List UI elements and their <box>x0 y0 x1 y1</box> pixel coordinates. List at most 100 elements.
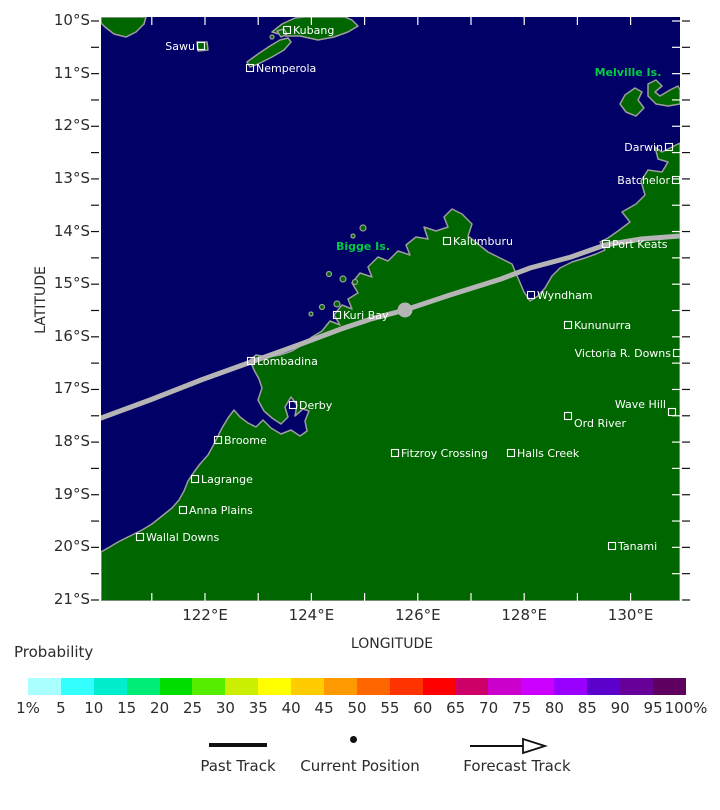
colorbar-tick-label: 60 <box>413 699 433 717</box>
colorbar-tick-label: 95 <box>643 699 663 717</box>
city-label: Derby <box>299 399 333 412</box>
lat-tick-label: 14°S <box>53 221 90 240</box>
past-track-icon <box>209 743 267 747</box>
city-markers: Kubang Sawu Nemperola Darwin Batchelor Kalumb… <box>135 24 680 553</box>
probability-colorbar <box>28 678 686 695</box>
current-position-icon <box>350 736 357 743</box>
islet <box>350 233 356 239</box>
current-position-marker <box>397 302 413 318</box>
colorbar-tick-label: 10 <box>84 699 104 717</box>
colorbar-segment <box>488 678 522 695</box>
city-label: Halls Creek <box>517 447 580 460</box>
city-marker <box>190 474 200 484</box>
colorbar-segment <box>587 678 621 695</box>
colorbar-tick-label: 35 <box>248 699 268 717</box>
colorbar-tick-label: 75 <box>511 699 532 717</box>
city-marker <box>390 448 400 458</box>
city-marker <box>213 435 223 445</box>
city-marker <box>563 411 573 421</box>
colorbar-tick-label: 70 <box>479 699 499 717</box>
city-label: Batchelor <box>617 174 670 187</box>
city-marker <box>282 25 292 35</box>
city-label: Nemperola <box>256 62 316 75</box>
lon-tick-label: 126°E <box>394 606 441 624</box>
landmass-sumba <box>101 17 147 38</box>
colorbar-tick-label: 55 <box>380 699 400 717</box>
city-marker <box>672 348 680 358</box>
city-label: Victoria R. Downs <box>575 347 672 360</box>
city-label: Kuri Bay <box>343 309 389 322</box>
colorbar-title: Probability <box>14 643 94 661</box>
colorbar-tick-label: 85 <box>577 699 597 717</box>
city-label: Wyndham <box>537 289 593 302</box>
islet <box>351 278 359 286</box>
colorbar-segment <box>652 678 686 695</box>
islet <box>318 303 326 311</box>
colorbar-tick-label: 80 <box>544 699 564 717</box>
city-label: Kununurra <box>574 319 631 332</box>
colorbar-segment <box>554 678 588 695</box>
city-marker <box>607 541 617 551</box>
colorbar-tick-label: 40 <box>281 699 301 717</box>
lat-tick-label: 12°S <box>53 116 90 135</box>
city-marker <box>526 290 536 300</box>
city-marker <box>196 41 206 51</box>
lat-tick-label: 13°S <box>53 168 90 187</box>
city-marker <box>442 236 452 246</box>
colorbar-segment <box>60 678 94 695</box>
colorbar-segment <box>225 678 259 695</box>
city-label: Kalumburu <box>453 235 513 248</box>
city-label: Wave Hill <box>615 398 666 411</box>
lat-tick-label: 15°S <box>53 274 90 293</box>
islet <box>333 300 341 308</box>
past-track-label: Past Track <box>200 757 276 775</box>
city-marker <box>178 505 188 515</box>
colorbar-tick-label: 1% <box>16 699 40 717</box>
colorbar-segment <box>291 678 325 695</box>
colorbar-segment <box>159 678 193 695</box>
colorbar-segment <box>356 678 390 695</box>
city-marker <box>601 239 611 249</box>
city-marker <box>664 142 674 152</box>
island-label: Bigge Is. <box>336 240 390 253</box>
city-marker <box>246 356 256 366</box>
colorbar-tick-label: 20 <box>150 699 170 717</box>
lat-tick-label: 16°S <box>53 326 90 345</box>
colorbar-tick-label: 50 <box>347 699 367 717</box>
city-marker <box>288 400 298 410</box>
island-label: Melville Is. <box>595 66 662 79</box>
colorbar-tick-label: 90 <box>610 699 630 717</box>
lon-tick-label: 128°E <box>501 606 547 624</box>
landmass-mainland <box>101 142 680 601</box>
city-label: Ord River <box>574 417 626 430</box>
city-marker <box>506 448 516 458</box>
city-label: Broome <box>224 434 267 447</box>
islet <box>359 224 367 232</box>
landmass-rote <box>246 37 292 68</box>
city-marker <box>671 175 680 185</box>
lat-tick-label: 11°S <box>53 63 90 82</box>
colorbar-segment <box>521 678 555 695</box>
colorbar-tick-label: 25 <box>182 699 203 717</box>
lon-tick-label: 130°E <box>607 606 654 624</box>
colorbar-segment <box>126 678 160 695</box>
current-position-label: Current Position <box>300 757 420 775</box>
landmass-timor <box>271 17 359 41</box>
colorbar-tick-label: 45 <box>314 699 334 717</box>
colorbar-tick-label: 65 <box>446 699 466 717</box>
lat-tick-label: 20°S <box>53 537 90 556</box>
city-marker <box>245 63 255 73</box>
x-axis-title: LONGITUDE <box>350 636 434 652</box>
storm-track <box>101 233 680 421</box>
colorbar-segment <box>258 678 292 695</box>
islet <box>325 270 333 278</box>
lat-tick-label: 18°S <box>53 432 90 451</box>
colorbar-segment <box>93 678 127 695</box>
city-marker <box>667 407 677 417</box>
landmass-bathurst <box>619 87 645 117</box>
lat-tick-label: 19°S <box>53 484 90 503</box>
city-marker <box>332 310 342 320</box>
lat-tick-label: 10°S <box>53 11 90 29</box>
lon-tick-label: 122°E <box>182 606 228 624</box>
